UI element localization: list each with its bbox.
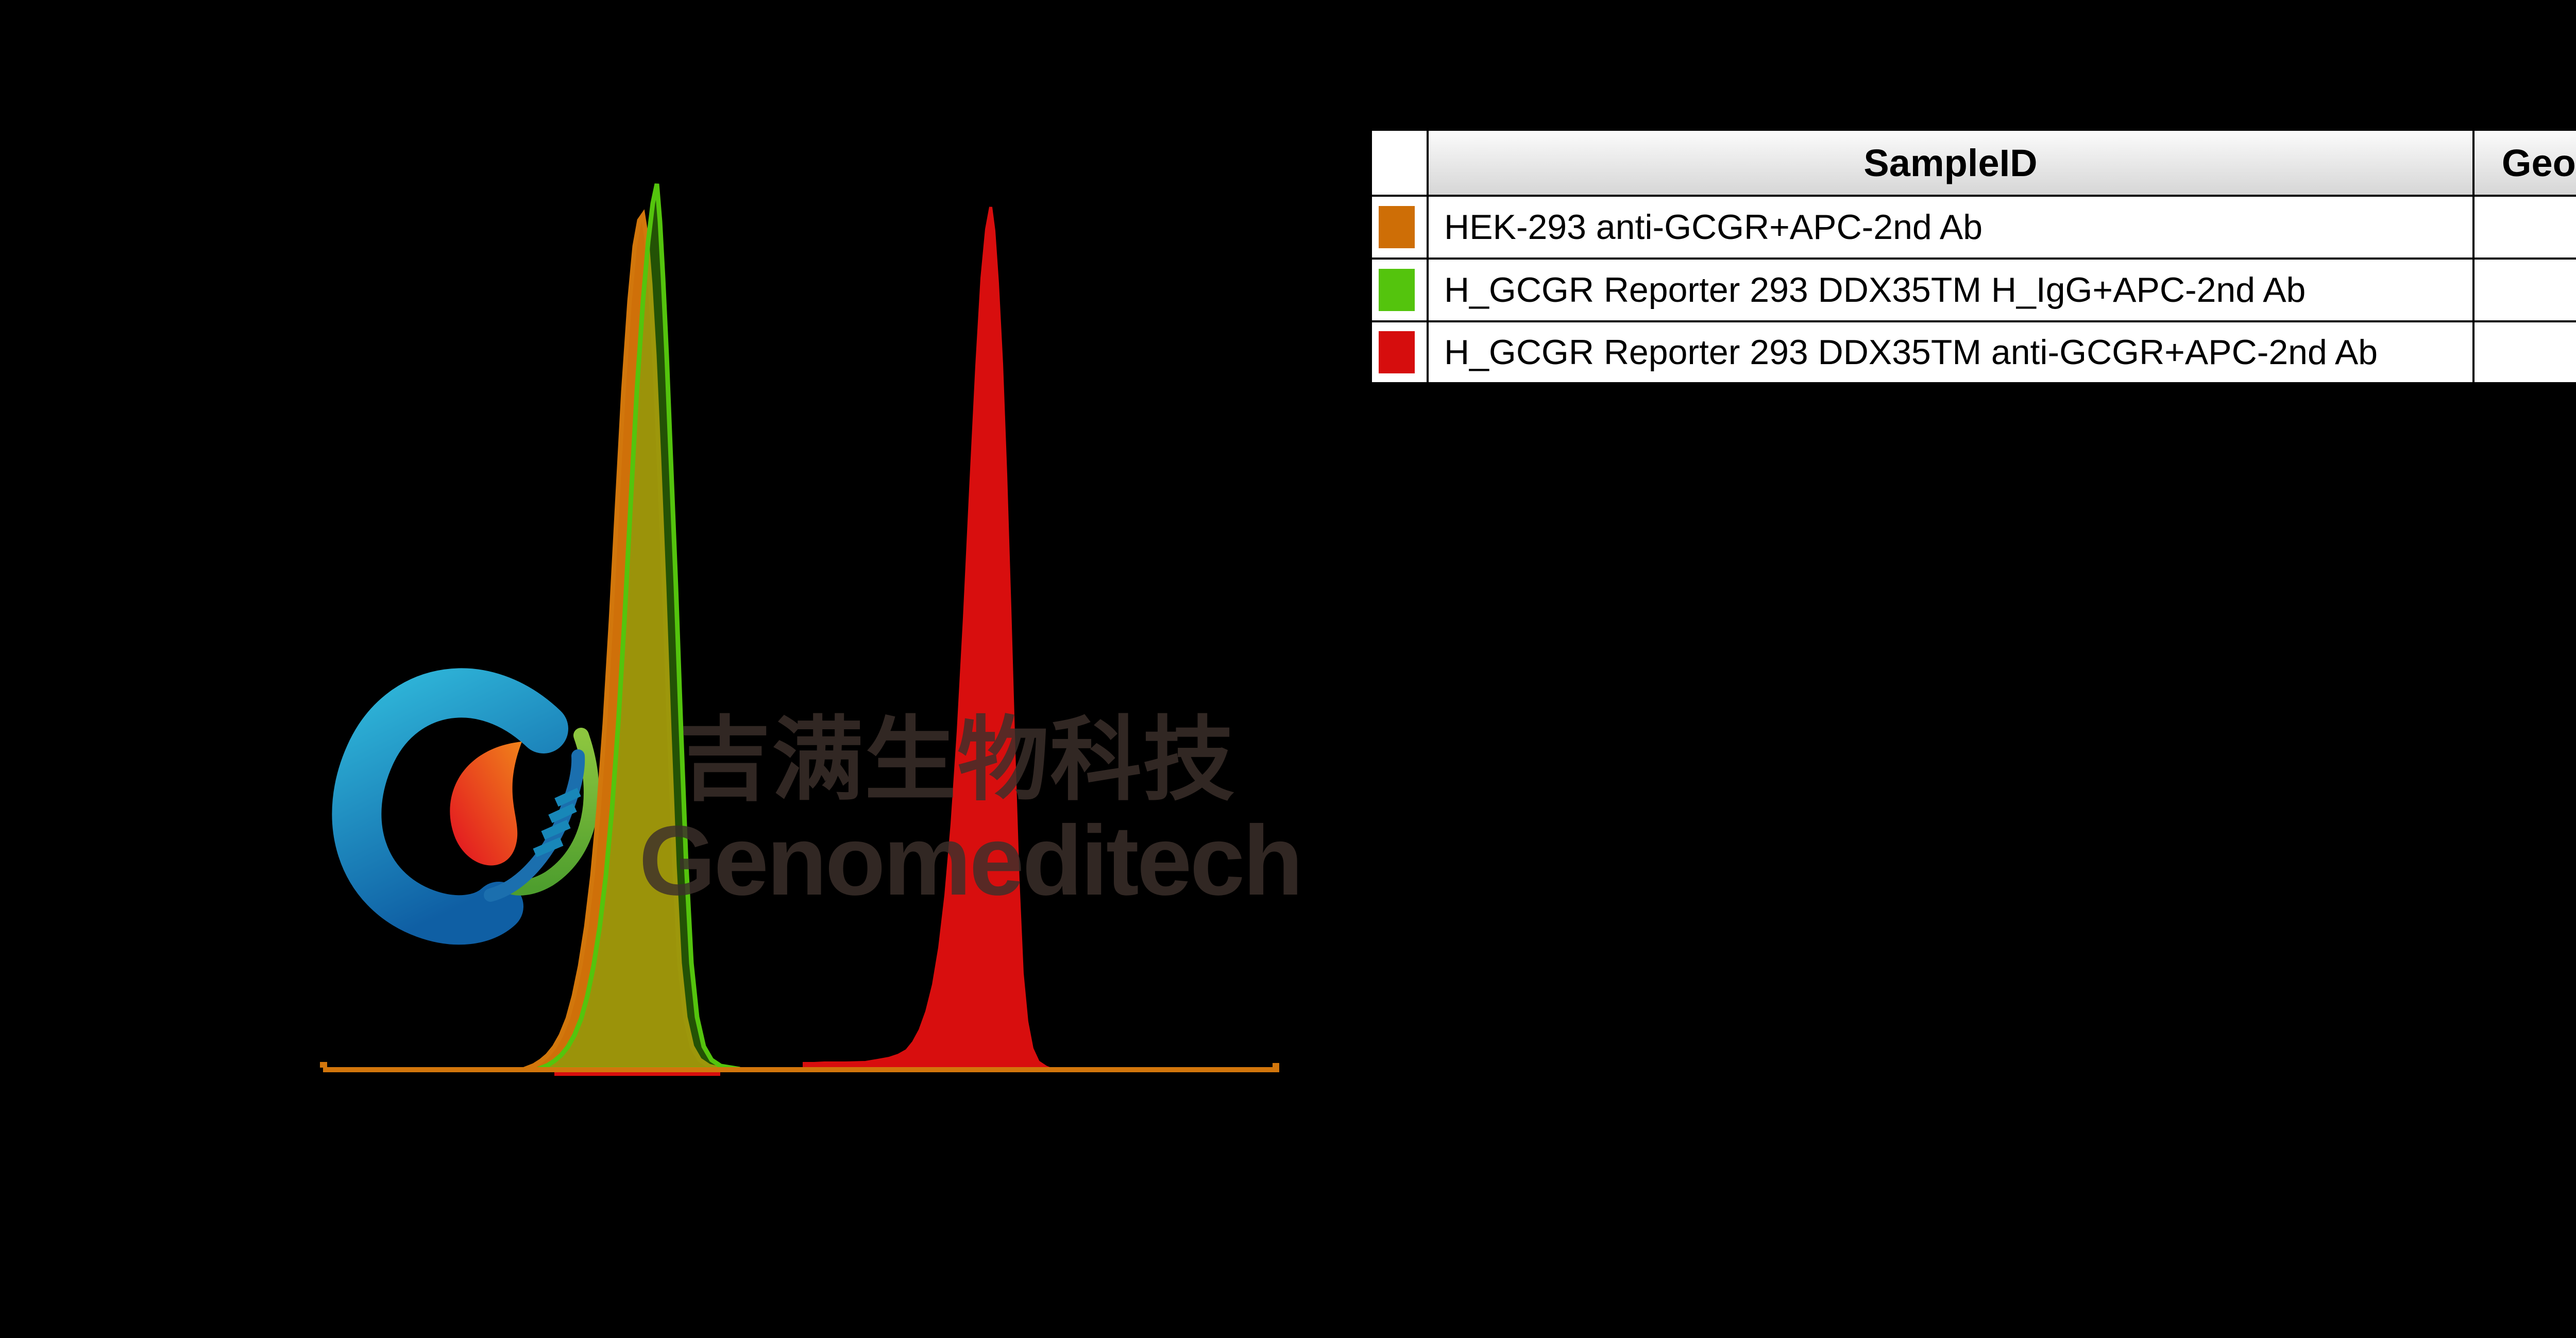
swatch-cell <box>1369 195 1429 260</box>
geomean-cell: 1087 <box>2472 195 2576 260</box>
sample-id-cell: H_GCGR Reporter 293 DDX35TM anti-GCGR+AP… <box>1427 320 2475 385</box>
geomean-cell: 1307 <box>2472 258 2576 322</box>
genomeditech-logo <box>332 668 599 945</box>
watermark-cjk-text: 吉满生物科技 <box>679 709 1235 811</box>
table-row: HEK-293 anti-GCGR+APC-2nd Ab 1087 <box>1369 195 2576 260</box>
legend-header-sampleid: SampleID <box>1427 128 2475 197</box>
logo-leaf-curve <box>505 728 599 896</box>
legend-header-geomean: Geometric Mean : FL11-H <box>2472 128 2576 197</box>
logo-flame <box>450 742 522 866</box>
curve-red-antiGCGR <box>803 207 1052 1071</box>
red-series-swatch <box>1379 331 1415 373</box>
swatch-cell <box>1369 320 1429 385</box>
watermark-brand-text: Genomeditech <box>639 805 1303 916</box>
left-axis-tick <box>320 1062 327 1068</box>
x-axis-baseline <box>323 1067 1279 1072</box>
curve-green-HIgG <box>537 183 740 1072</box>
right-axis-tick <box>1273 1063 1279 1068</box>
histogram-curves <box>320 183 1279 1076</box>
geomean-cell: 1.80E6 <box>2472 320 2576 385</box>
sample-id-cell: H_GCGR Reporter 293 DDX35TM H_IgG+APC-2n… <box>1427 258 2475 322</box>
legend-table: SampleID Geometric Mean : FL11-H HEK-293… <box>1368 127 2576 386</box>
table-row: H_GCGR Reporter 293 DDX35TM anti-GCGR+AP… <box>1369 320 2576 385</box>
swatch-cell <box>1369 258 1429 322</box>
table-row: H_GCGR Reporter 293 DDX35TM H_IgG+APC-2n… <box>1369 258 2576 322</box>
orange-series-swatch <box>1379 206 1415 248</box>
logo-dna-rungs <box>533 787 581 857</box>
legend-header-swatch-cell <box>1369 128 1429 197</box>
legend-header-row: SampleID Geometric Mean : FL11-H <box>1369 128 2576 197</box>
logo-blue-swirl <box>332 668 568 945</box>
sample-id-cell: HEK-293 anti-GCGR+APC-2nd Ab <box>1427 195 2475 260</box>
green-series-swatch <box>1379 269 1415 311</box>
